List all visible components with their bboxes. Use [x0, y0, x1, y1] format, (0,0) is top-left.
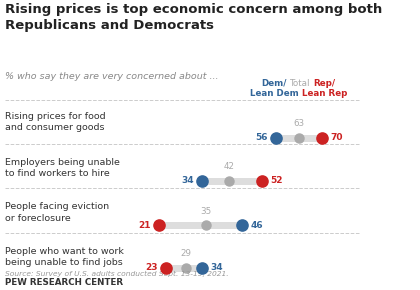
Point — [199, 179, 206, 183]
Text: 35: 35 — [200, 207, 211, 216]
Point — [163, 266, 169, 270]
Point — [226, 179, 232, 183]
Text: 34: 34 — [182, 176, 194, 185]
Text: Employers being unable
to find workers to hire: Employers being unable to find workers t… — [5, 158, 120, 178]
Text: People facing eviction
or foreclosure: People facing eviction or foreclosure — [5, 202, 109, 222]
Text: Rising prices for food
and consumer goods: Rising prices for food and consumer good… — [5, 112, 106, 132]
Point — [273, 135, 279, 140]
Text: 42: 42 — [223, 162, 234, 171]
Text: 46: 46 — [250, 221, 263, 230]
Text: 52: 52 — [270, 176, 283, 185]
Point — [319, 135, 326, 140]
Text: PEW RESEARCH CENTER: PEW RESEARCH CENTER — [5, 278, 123, 287]
Text: People who want to work
being unable to find jobs: People who want to work being unable to … — [5, 247, 124, 267]
Point — [182, 266, 189, 270]
Point — [259, 179, 266, 183]
Text: % who say they are very concerned about ...: % who say they are very concerned about … — [5, 72, 218, 81]
Text: Source: Survey of U.S. adults conducted Sept. 13-19, 2021.: Source: Survey of U.S. adults conducted … — [5, 271, 228, 277]
Text: 63: 63 — [294, 119, 304, 128]
Point — [239, 223, 246, 228]
Text: 23: 23 — [145, 263, 158, 272]
Text: Dem/
Lean Dem: Dem/ Lean Dem — [249, 79, 298, 98]
Text: Rising prices is top economic concern among both
Republicans and Democrats: Rising prices is top economic concern am… — [5, 3, 382, 32]
Text: 56: 56 — [255, 133, 268, 142]
Point — [156, 223, 163, 228]
Text: 70: 70 — [331, 133, 343, 142]
Text: 21: 21 — [139, 221, 151, 230]
Text: Rep/
Lean Rep: Rep/ Lean Rep — [302, 79, 347, 98]
Text: 29: 29 — [180, 249, 191, 258]
Text: 34: 34 — [210, 263, 223, 272]
Point — [199, 266, 206, 270]
Point — [202, 223, 209, 228]
Point — [296, 135, 302, 140]
Text: Total: Total — [289, 79, 310, 88]
